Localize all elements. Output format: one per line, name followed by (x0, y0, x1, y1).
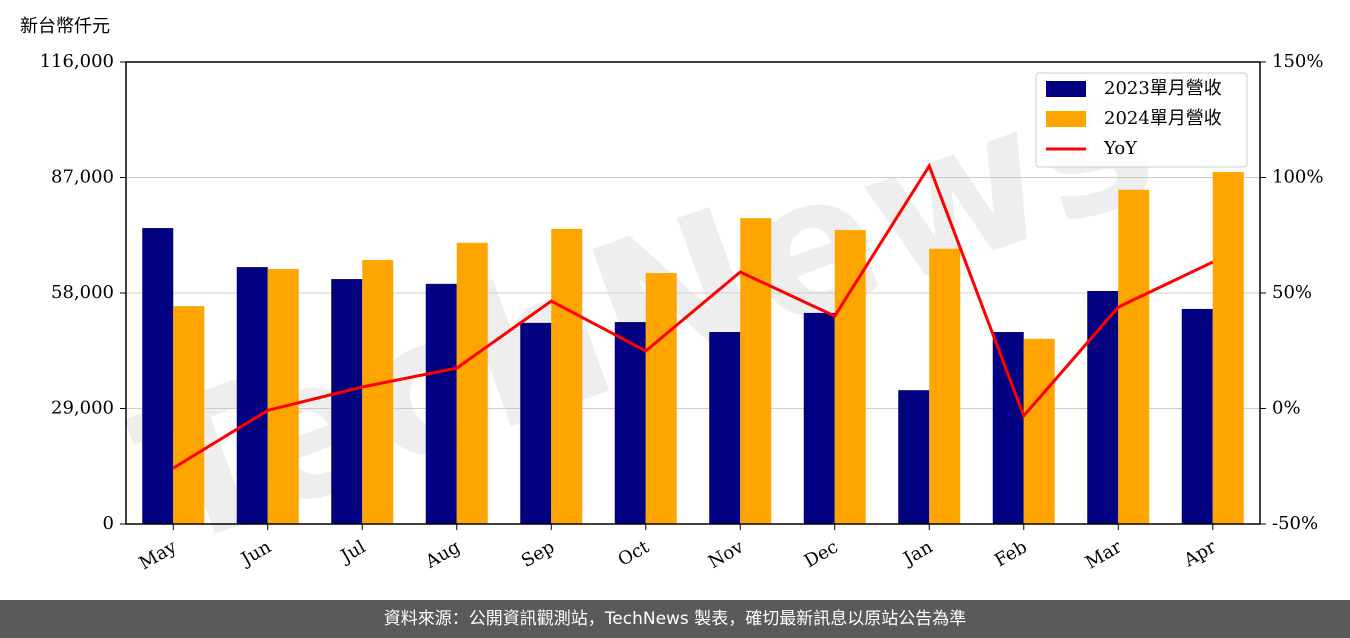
bar (834, 230, 866, 524)
legend: 2023單月營收 2024單月營收 YoY (1035, 72, 1248, 168)
bar (173, 306, 205, 524)
bar (709, 332, 741, 524)
x-tick-label: Mar (1082, 536, 1126, 573)
yoy-line (172, 162, 1214, 470)
x-tick-label: Dec (801, 536, 842, 572)
x-tick-label: Sep (518, 536, 558, 571)
bar (1212, 171, 1244, 524)
bar (929, 248, 961, 524)
bar (331, 279, 363, 524)
y-tick-label: 29,000 (51, 398, 114, 419)
bar (362, 259, 394, 524)
y-axis-label: 新台幣仟元 (20, 16, 110, 37)
legend-label: YoY (1103, 138, 1138, 159)
bar (992, 332, 1024, 524)
y2-tick-label: 50% (1272, 282, 1312, 303)
bar (740, 218, 772, 524)
y2-tick-label: 100% (1272, 167, 1323, 188)
bar (803, 312, 835, 524)
legend-box (1035, 72, 1248, 168)
y-tick-label: 87,000 (51, 167, 114, 188)
x-tick-label: Jul (336, 536, 370, 568)
y2-tick-label: 0% (1272, 398, 1301, 419)
x-tick-label: Feb (991, 536, 1031, 571)
legend-swatch (1046, 111, 1086, 127)
bar (898, 390, 930, 524)
y-tick-label: 58,000 (51, 282, 114, 303)
bar (1087, 291, 1119, 524)
legend-label: 2023單月營收 (1104, 78, 1222, 99)
y-tick-label: 116,000 (40, 51, 114, 72)
y2-tick-label: 150% (1272, 51, 1323, 72)
bar (236, 267, 268, 524)
bar (1181, 308, 1213, 524)
bar (1118, 189, 1150, 524)
plot-frame (125, 61, 1261, 525)
y2-tick-label: -50% (1272, 513, 1318, 534)
bar (267, 269, 299, 524)
bar (1023, 338, 1055, 524)
bar (551, 228, 583, 525)
y-tick-label: 0 (103, 513, 114, 534)
legend-swatch (1046, 81, 1086, 97)
bar (142, 228, 174, 524)
legend-label: 2024單月營收 (1104, 108, 1222, 129)
x-tick-label: Nov (705, 536, 748, 573)
chart: 新台幣仟元 TechNews 029,00058,00087,000116,00… (20, 16, 1323, 592)
x-tick-label: Oct (614, 536, 653, 571)
bar (614, 322, 646, 524)
source-note: 資料來源：公開資訊觀測站，TechNews 製表，確切最新訊息以原站公告為準 (0, 600, 1350, 638)
x-tick-label: Jan (898, 536, 936, 570)
x-tick-label: Apr (1180, 536, 1220, 571)
bar (456, 242, 488, 524)
bar (425, 283, 457, 524)
x-tick-label: Aug (421, 536, 464, 573)
bar (645, 273, 677, 524)
bar (520, 322, 552, 524)
